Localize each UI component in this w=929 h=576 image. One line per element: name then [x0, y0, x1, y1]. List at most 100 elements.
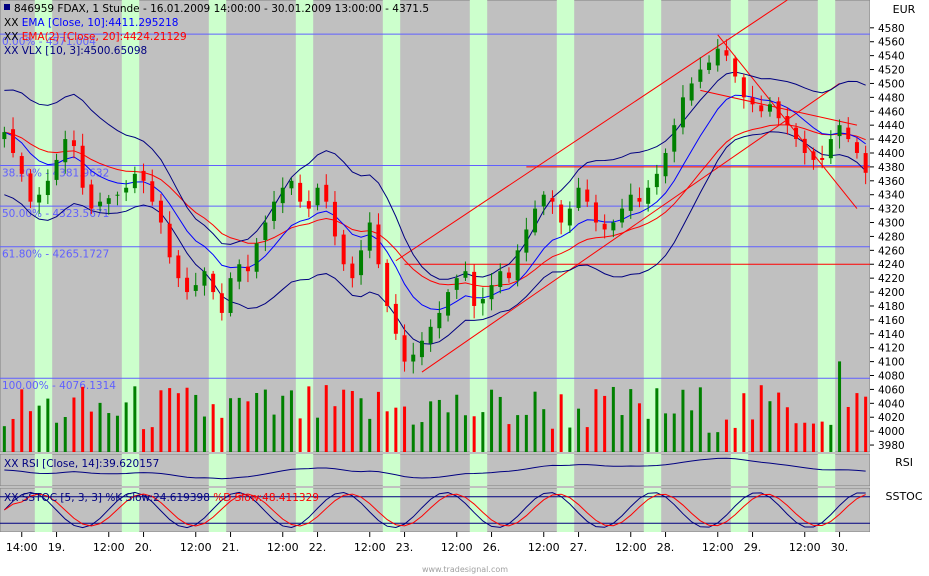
volume-bar — [324, 385, 328, 452]
volume-bar — [455, 394, 459, 452]
candle-body — [585, 189, 590, 202]
price-tick-label: 4280 — [878, 231, 905, 243]
candle-body — [689, 83, 694, 101]
volume-bar — [107, 413, 111, 452]
volume-bar — [672, 413, 676, 452]
session-band — [643, 454, 662, 486]
time-tick-label: 19. — [48, 541, 66, 554]
candle-body — [245, 266, 250, 272]
volume-bar — [437, 399, 441, 452]
price-tick-label: 3980 — [878, 440, 905, 452]
session-band — [643, 0, 662, 452]
candle-body — [733, 58, 738, 77]
volume-bar — [115, 415, 119, 452]
candle-body — [289, 180, 294, 189]
price-tick-label: 4360 — [878, 176, 905, 188]
time-tick-label: 28. — [657, 541, 675, 554]
price-tick-label: 4540 — [878, 51, 905, 63]
volume-bar — [542, 409, 546, 452]
candle-body — [506, 272, 511, 279]
volume-bar — [237, 397, 241, 452]
volume-bar — [376, 391, 380, 452]
volume-bar — [681, 389, 685, 452]
candle-body — [11, 129, 16, 153]
candle-body — [759, 105, 764, 112]
session-band — [208, 0, 227, 452]
volume-bar — [707, 432, 711, 452]
volume-bar — [150, 427, 154, 452]
candle-body — [794, 127, 799, 140]
volume-bar — [46, 398, 50, 452]
candle-body — [646, 187, 651, 204]
candle-body — [698, 69, 703, 82]
candle-body — [185, 277, 190, 293]
price-tick-label: 4420 — [878, 134, 905, 146]
candle-body — [454, 278, 459, 290]
volume-bar — [124, 402, 128, 452]
time-tick-label: 12:00 — [267, 541, 299, 554]
session-band — [469, 454, 488, 486]
candle-body — [193, 285, 198, 291]
candle-body — [150, 181, 155, 202]
volume-bar — [716, 432, 720, 452]
volume-bar — [759, 385, 763, 452]
volume-bar — [620, 415, 624, 452]
time-tick-label: 27. — [570, 541, 588, 554]
candle-body — [593, 202, 598, 223]
volume-bar — [255, 393, 259, 452]
candle-body — [620, 208, 625, 223]
candle-body — [654, 173, 659, 188]
price-tick-label: 4580 — [878, 23, 905, 35]
candle-body — [402, 335, 407, 362]
volume-bar — [263, 389, 267, 452]
time-tick-label: 20. — [135, 541, 153, 554]
price-tick-label: 4320 — [878, 204, 905, 216]
candle-body — [750, 97, 755, 105]
candle-body — [550, 198, 555, 202]
candle-body — [315, 187, 320, 206]
candle-body — [724, 50, 729, 56]
candle-body — [863, 153, 868, 173]
candle-body — [393, 303, 398, 334]
candle-body — [45, 180, 50, 196]
volume-bar — [768, 401, 772, 452]
candle-body — [306, 201, 311, 209]
price-tick-label: 4380 — [878, 162, 905, 174]
candle-body — [672, 125, 677, 152]
price-tick-label: 4240 — [878, 259, 905, 271]
candle-body — [707, 62, 712, 71]
volume-bar — [142, 429, 146, 452]
volume-bar — [403, 406, 407, 452]
price-tick-label: 4160 — [878, 315, 905, 327]
price-tick-label: 4440 — [878, 120, 905, 132]
candle-body — [715, 48, 720, 66]
rsi-line — [4, 457, 866, 480]
price-tick-label: 4480 — [878, 92, 905, 104]
time-tick-label: 14:00 — [6, 541, 38, 554]
candle-body — [376, 224, 381, 265]
price-tick-label: 4200 — [878, 287, 905, 299]
candle-body — [359, 250, 364, 276]
fib-level-label: 0.00% - 4571.004 — [2, 36, 96, 48]
candle-body — [785, 116, 790, 126]
volume-bar — [333, 406, 337, 452]
candle-body — [98, 201, 103, 207]
session-band — [295, 488, 314, 532]
watermark: www.tradesignal.com — [422, 565, 508, 574]
time-tick-label: 12:00 — [180, 541, 212, 554]
volume-bar — [646, 418, 650, 452]
session-band — [121, 488, 140, 532]
indicator-lines — [4, 71, 867, 345]
session-band — [382, 0, 401, 452]
volume-bar — [420, 422, 424, 452]
time-tick-label: 23. — [396, 541, 414, 554]
volume-bar — [524, 414, 528, 452]
volume-bar — [246, 401, 250, 452]
volume-bar — [220, 417, 224, 452]
ema10-legend: XX EMA [Close, 10]:4411.295218 — [4, 17, 178, 29]
candle-body — [846, 127, 851, 140]
volume-bar — [159, 390, 163, 452]
volume-bars — [2, 361, 868, 452]
volume-bar — [289, 390, 293, 452]
volume-bar — [637, 403, 641, 452]
